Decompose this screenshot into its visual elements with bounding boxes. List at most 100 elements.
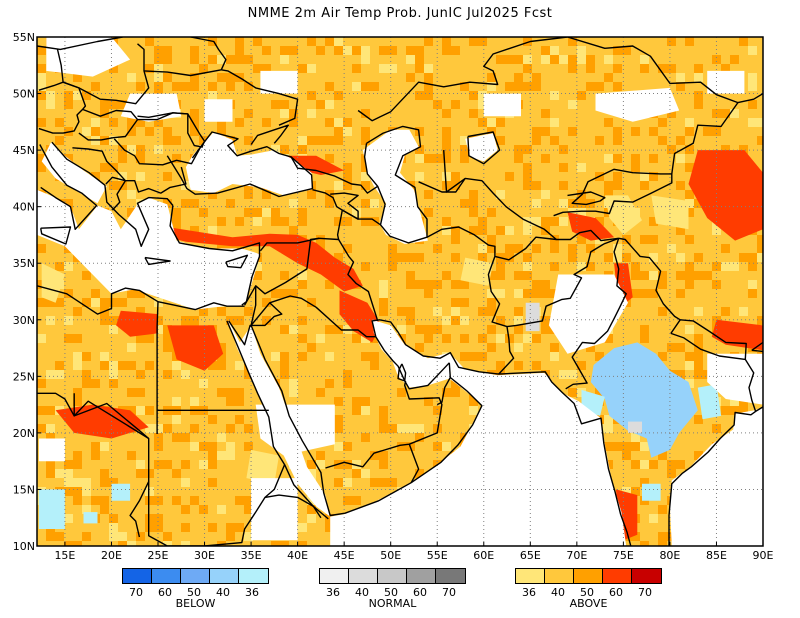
forecast-grid-cell [631,460,640,469]
forecast-grid-cell [91,172,100,181]
forecast-grid-cell [514,226,523,235]
forecast-grid-cell [433,100,442,109]
forecast-grid-cell [622,442,631,451]
forecast-grid-cell [46,460,55,469]
forecast-grid-cell [694,253,703,262]
forecast-grid-cell [613,325,622,334]
forecast-grid-cell [163,199,172,208]
forecast-grid-cell [487,82,496,91]
forecast-grid-cell [604,46,613,55]
forecast-grid-cell [91,523,100,532]
forecast-grid-cell [199,505,208,514]
forecast-grid-cell [217,388,226,397]
forecast-grid-cell [352,334,361,343]
forecast-grid-cell [307,460,316,469]
forecast-grid-cell [190,109,199,118]
forecast-grid-cell [154,316,163,325]
forecast-grid-cell [415,469,424,478]
forecast-grid-cell [721,109,730,118]
forecast-grid-cell [280,145,289,154]
forecast-grid-cell [82,352,91,361]
forecast-grid-cell [406,73,415,82]
forecast-grid-cell [388,46,397,55]
legend-below-swatch [239,569,268,583]
forecast-grid-cell [496,271,505,280]
forecast-grid-cell [244,37,253,46]
forecast-grid-cell [217,55,226,64]
forecast-grid-cell [244,496,253,505]
forecast-grid-cell [343,127,352,136]
central-india-below [590,342,698,458]
forecast-grid-cell [685,280,694,289]
forecast-grid-cell [235,514,244,523]
forecast-grid-cell [694,73,703,82]
forecast-grid-cell [145,406,154,415]
forecast-grid-cell [145,469,154,478]
forecast-grid-cell [523,163,532,172]
forecast-grid-cell [694,199,703,208]
forecast-grid-cell [307,190,316,199]
forecast-grid-cell [433,442,442,451]
forecast-grid-cell [685,352,694,361]
forecast-grid-cell [667,451,676,460]
forecast-grid-cell [604,73,613,82]
forecast-grid-cell [406,280,415,289]
forecast-grid-cell [118,298,127,307]
forecast-grid-cell [352,55,361,64]
forecast-grid-cell [217,442,226,451]
forecast-grid-cell [307,64,316,73]
lat-tick-label: 20N [13,427,35,440]
forecast-grid-cell [361,334,370,343]
forecast-grid-cell [613,145,622,154]
tibet-light [604,195,642,235]
forecast-grid-cell [622,451,631,460]
forecast-grid-cell [631,433,640,442]
forecast-grid-cell [748,100,757,109]
forecast-grid-cell [649,253,658,262]
forecast-grid-cell [154,514,163,523]
forecast-grid-cell [415,91,424,100]
forecast-grid-cell [379,127,388,136]
forecast-grid-cell [163,487,172,496]
forecast-grid-cell [199,442,208,451]
forecast-grid-cell [136,541,145,546]
forecast-grid-cell [559,109,568,118]
forecast-grid-cell [343,118,352,127]
forecast-grid-cell [181,424,190,433]
forecast-grid-cell [748,82,757,91]
forecast-grid-cell [217,343,226,352]
forecast-grid-cell [721,406,730,415]
forecast-grid-cell [352,64,361,73]
forecast-grid-cell [181,514,190,523]
forecast-grid-cell [82,433,91,442]
forecast-grid-cell [739,46,748,55]
legend-normal-ticks: 36 40 50 60 70 [319,584,466,599]
forecast-grid-cell [388,316,397,325]
forecast-grid-cell [379,478,388,487]
forecast-grid-cell [280,325,289,334]
forecast-grid-cell [577,163,586,172]
forecast-grid-cell [172,388,181,397]
forecast-grid-cell [145,64,154,73]
forecast-grid-cell [523,82,532,91]
forecast-grid-cell [163,136,172,145]
forecast-grid-cell [316,541,325,546]
lon-tick-label: 40E [287,549,308,562]
forecast-grid-cell [118,217,127,226]
forecast-grid-cell [154,82,163,91]
forecast-grid-cell [91,541,100,546]
forecast-grid-cell [244,82,253,91]
forecast-grid-cell [352,217,361,226]
forecast-grid-cell [163,424,172,433]
forecast-grid-cell [226,487,235,496]
forecast-grid-cell [523,55,532,64]
forecast-grid-cell [406,307,415,316]
forecast-grid-cell [217,451,226,460]
forecast-grid-cell [244,307,253,316]
crete [144,256,171,266]
forecast-grid-cell [541,325,550,334]
forecast-grid-cell [82,505,91,514]
forecast-grid-cell [127,487,136,496]
forecast-grid-cell [613,55,622,64]
